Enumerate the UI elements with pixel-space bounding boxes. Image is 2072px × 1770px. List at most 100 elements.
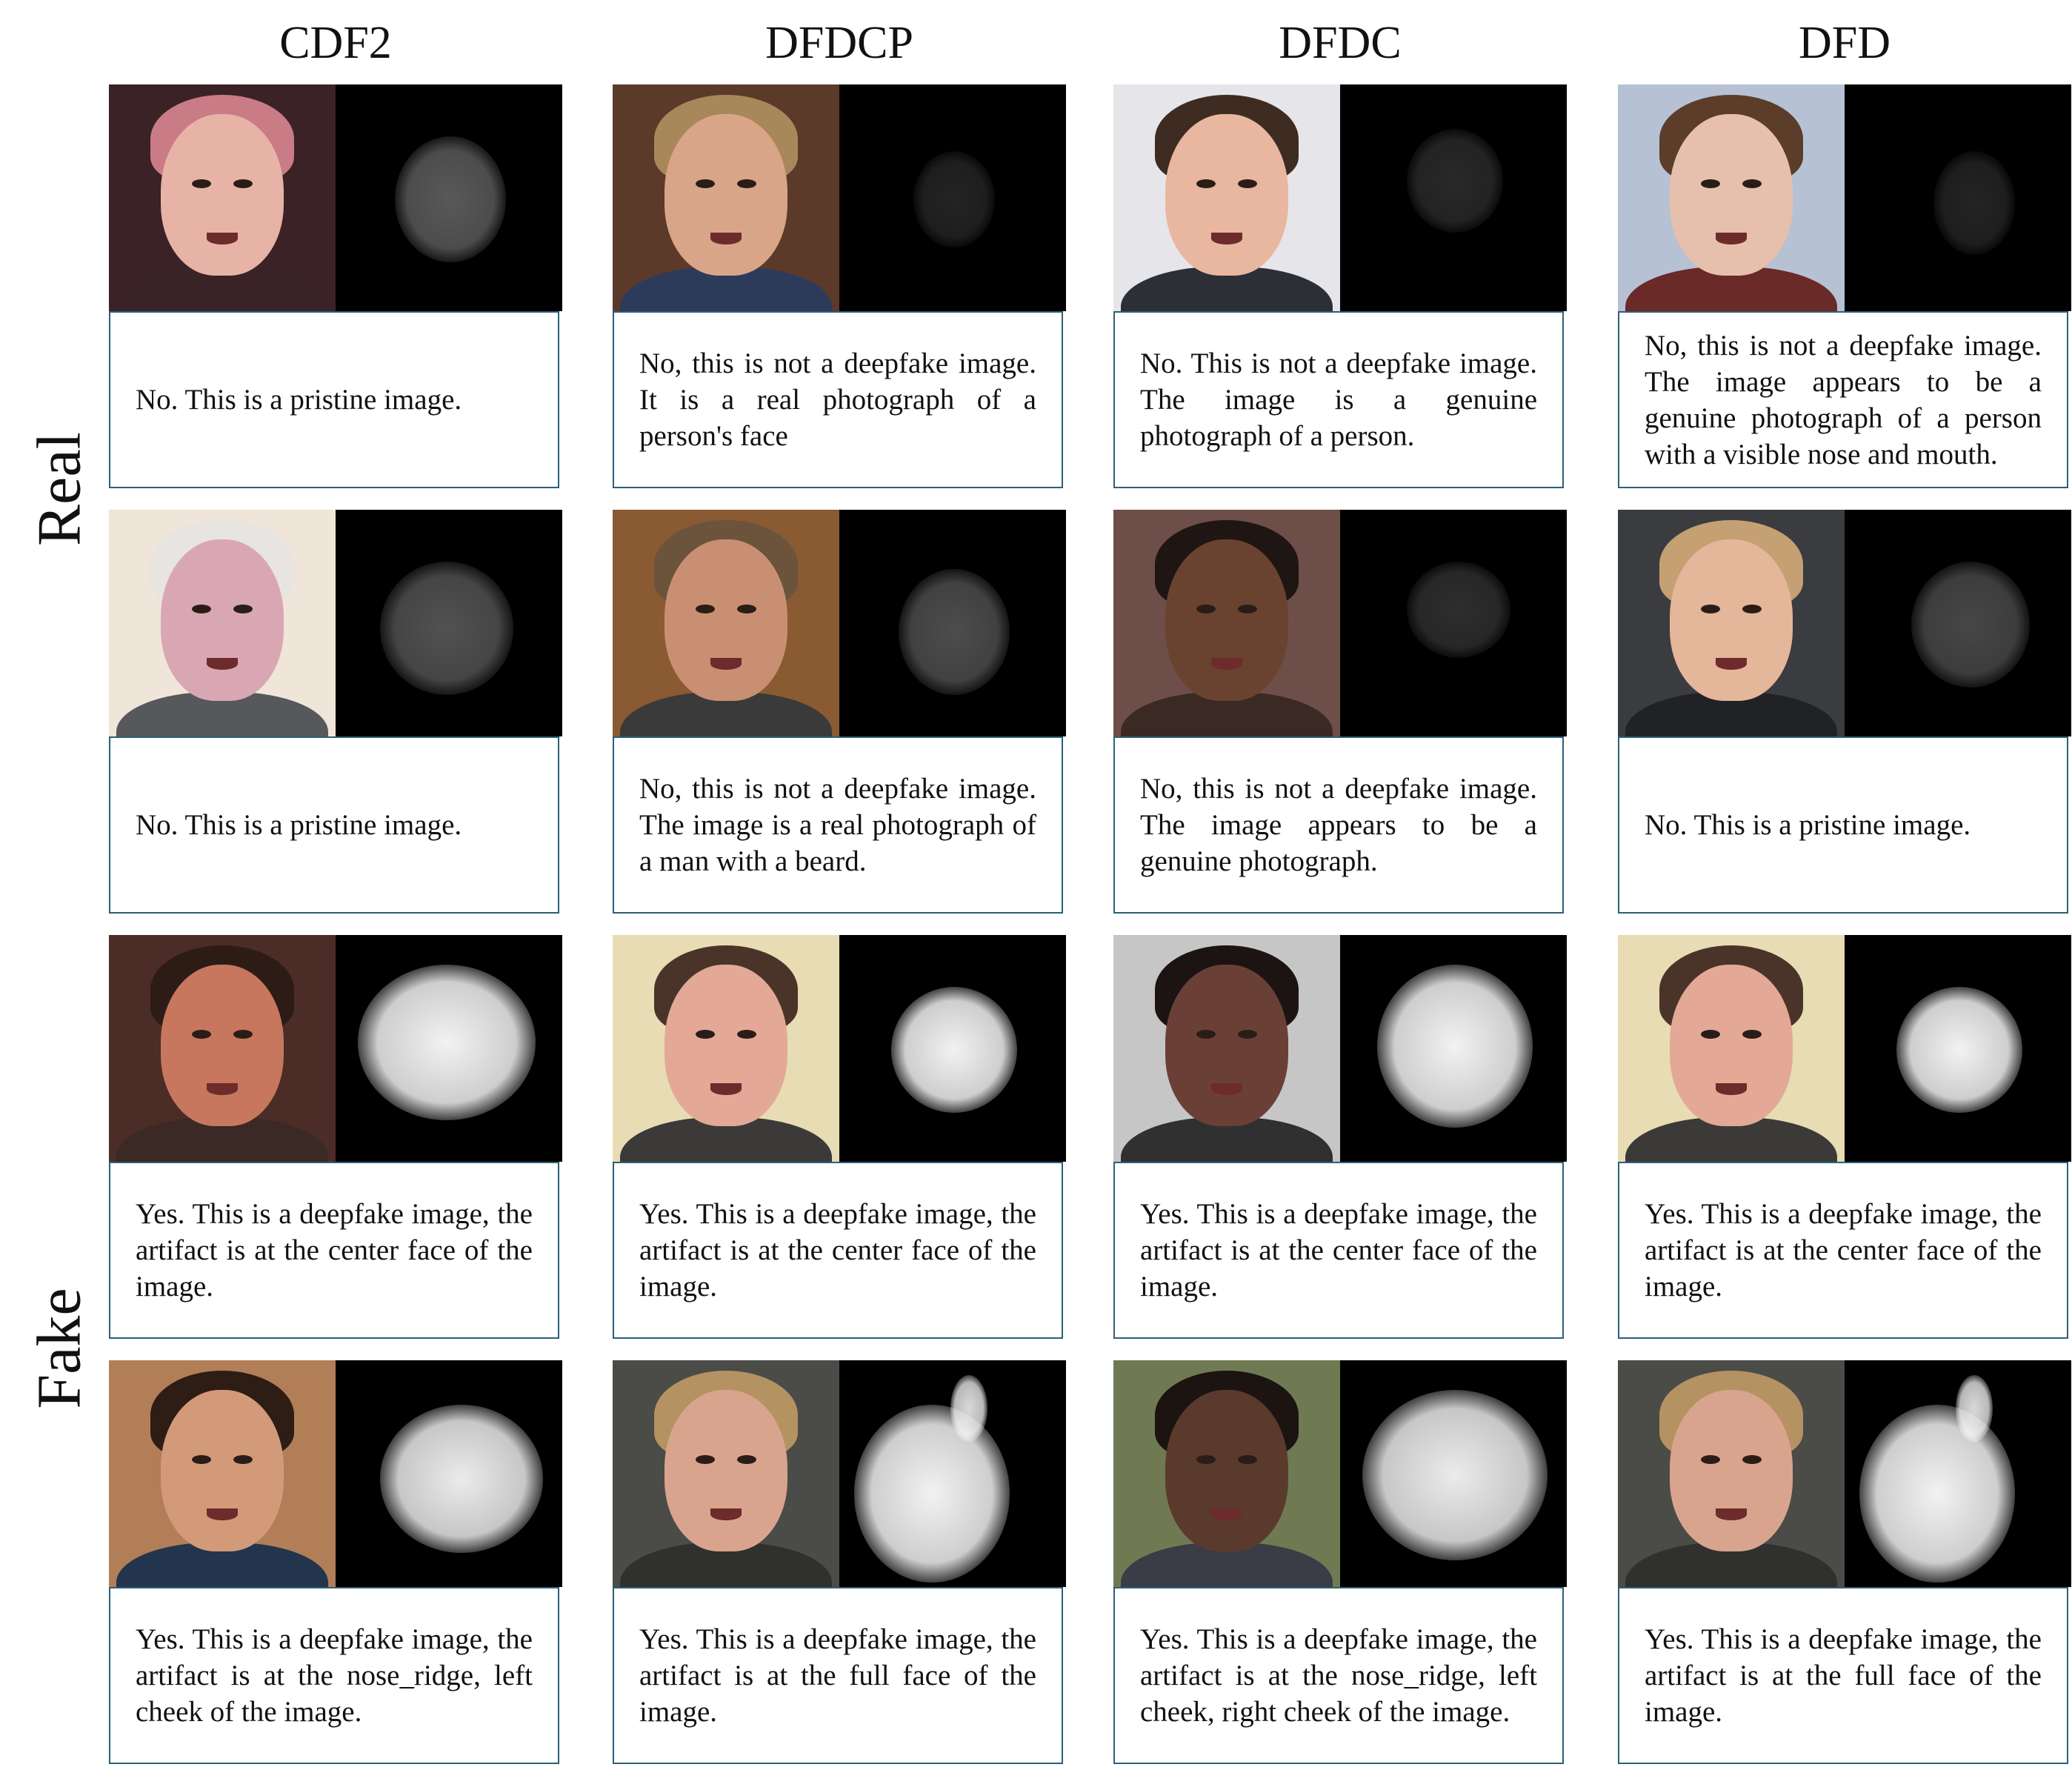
image-pair	[1113, 84, 1567, 311]
caption-box: No, this is not a deepfake image. The im…	[613, 736, 1063, 914]
caption-box: No. This is a pristine image.	[109, 311, 559, 488]
row-group-label-real: Real	[24, 432, 94, 546]
caption-text: No. This is a pristine image.	[136, 809, 462, 841]
caption-text: No. This is a pristine image.	[136, 384, 462, 416]
artifact-heatmap	[1340, 935, 1567, 1162]
heatmap-blob	[1407, 562, 1510, 658]
example-cell: Yes. This is a deepfake image, the artif…	[1618, 935, 2071, 1340]
caption-text: No, this is not a deepfake image. The im…	[1645, 329, 2042, 470]
image-pair	[109, 510, 562, 736]
heatmap-blob	[1956, 1375, 1993, 1442]
column-header: CDF2	[279, 18, 392, 68]
caption-text: No. This is a pristine image.	[1645, 809, 1971, 841]
heatmap-blob	[358, 965, 536, 1120]
caption-box: No. This is not a deepfake image. The im…	[1113, 311, 1564, 488]
caption-text: Yes. This is a deepfake image, the artif…	[1645, 1198, 2042, 1302]
face-photo	[109, 1360, 336, 1587]
heatmap-blob	[899, 569, 1010, 695]
caption-box: Yes. This is a deepfake image, the artif…	[1113, 1587, 1564, 1764]
face-photo	[613, 1360, 839, 1587]
artifact-heatmap	[336, 510, 562, 736]
example-cell: No. This is a pristine image.	[1618, 510, 2071, 915]
image-pair	[1618, 510, 2071, 736]
heatmap-blob	[950, 1375, 987, 1442]
example-cell: No. This is a pristine image.	[109, 510, 562, 915]
face-photo	[613, 510, 839, 736]
heatmap-blob	[1377, 965, 1533, 1128]
face-photo	[1113, 510, 1340, 736]
example-cell: Yes. This is a deepfake image, the artif…	[613, 935, 1066, 1340]
artifact-heatmap	[336, 84, 562, 311]
face-photo	[109, 935, 336, 1162]
artifact-heatmap	[839, 1360, 1066, 1587]
example-cell: Yes. This is a deepfake image, the artif…	[1618, 1360, 2071, 1766]
image-pair	[613, 1360, 1066, 1587]
example-cell: No. This is not a deepfake image. The im…	[1113, 84, 1567, 490]
face-photo	[1113, 1360, 1340, 1587]
example-cell: Yes. This is a deepfake image, the artif…	[109, 935, 562, 1340]
caption-text: Yes. This is a deepfake image, the artif…	[1140, 1623, 1537, 1728]
heatmap-blob	[1933, 151, 2015, 255]
image-pair	[1113, 935, 1567, 1162]
caption-text: No, this is not a deepfake image. It is …	[639, 347, 1036, 452]
example-cell: No, this is not a deepfake image. It is …	[613, 84, 1066, 490]
image-pair	[109, 84, 562, 311]
artifact-heatmap	[1845, 1360, 2071, 1587]
example-cell: No, this is not a deepfake image. The im…	[613, 510, 1066, 915]
caption-box: No, this is not a deepfake image. It is …	[613, 311, 1063, 488]
caption-box: No. This is a pristine image.	[109, 736, 559, 914]
image-pair	[1113, 510, 1567, 736]
caption-text: Yes. This is a deepfake image, the artif…	[136, 1198, 533, 1302]
artifact-heatmap	[839, 84, 1066, 311]
caption-text: No. This is not a deepfake image. The im…	[1140, 347, 1537, 452]
column-header: DFDCP	[765, 18, 913, 68]
heatmap-blob	[1911, 562, 2030, 688]
artifact-heatmap	[1845, 84, 2071, 311]
image-pair	[1618, 1360, 2071, 1587]
caption-box: Yes. This is a deepfake image, the artif…	[109, 1587, 559, 1764]
image-pair	[613, 510, 1066, 736]
example-cell: No. This is a pristine image.	[109, 84, 562, 490]
caption-text: Yes. This is a deepfake image, the artif…	[136, 1623, 533, 1728]
artifact-heatmap	[839, 935, 1066, 1162]
image-pair	[1618, 935, 2071, 1162]
image-pair	[109, 935, 562, 1162]
artifact-heatmap	[336, 1360, 562, 1587]
caption-box: Yes. This is a deepfake image, the artif…	[613, 1587, 1063, 1764]
face-photo	[109, 84, 336, 311]
caption-box: Yes. This is a deepfake image, the artif…	[1113, 1162, 1564, 1339]
face-photo	[1618, 84, 1845, 311]
caption-box: Yes. This is a deepfake image, the artif…	[109, 1162, 559, 1339]
example-cell: Yes. This is a deepfake image, the artif…	[109, 1360, 562, 1766]
heatmap-blob	[891, 987, 1017, 1113]
caption-box: Yes. This is a deepfake image, the artif…	[1618, 1587, 2068, 1764]
artifact-heatmap	[1340, 84, 1567, 311]
heatmap-blob	[1407, 129, 1503, 233]
column-header: DFD	[1798, 18, 1891, 68]
example-cell: No, this is not a deepfake image. The im…	[1618, 84, 2071, 490]
caption-text: Yes. This is a deepfake image, the artif…	[1645, 1623, 2042, 1728]
face-photo	[613, 84, 839, 311]
heatmap-blob	[913, 151, 995, 247]
caption-text: Yes. This is a deepfake image, the artif…	[639, 1198, 1036, 1302]
heatmap-blob	[380, 562, 513, 695]
face-photo	[109, 510, 336, 736]
example-cell: Yes. This is a deepfake image, the artif…	[1113, 935, 1567, 1340]
caption-box: No, this is not a deepfake image. The im…	[1618, 311, 2068, 488]
heatmap-blob	[1362, 1390, 1548, 1560]
heatmap-blob	[395, 136, 506, 262]
face-photo	[1113, 935, 1340, 1162]
face-photo	[1618, 935, 1845, 1162]
image-pair	[109, 1360, 562, 1587]
face-photo	[1618, 1360, 1845, 1587]
column-header: DFDC	[1279, 18, 1402, 68]
caption-box: No, this is not a deepfake image. The im…	[1113, 736, 1564, 914]
caption-text: Yes. This is a deepfake image, the artif…	[1140, 1198, 1537, 1302]
caption-box: Yes. This is a deepfake image, the artif…	[1618, 1162, 2068, 1339]
face-photo	[1113, 84, 1340, 311]
heatmap-blob	[380, 1405, 543, 1553]
image-pair	[613, 84, 1066, 311]
artifact-heatmap	[336, 935, 562, 1162]
caption-box: No. This is a pristine image.	[1618, 736, 2068, 914]
artifact-heatmap	[1340, 1360, 1567, 1587]
